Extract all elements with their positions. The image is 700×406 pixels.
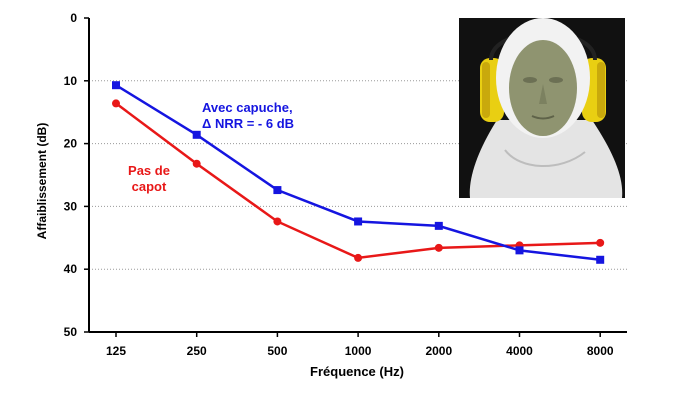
series-label-line: Pas de — [128, 163, 170, 178]
data-point-circle — [434, 243, 443, 252]
y-tick-label: 30 — [64, 199, 78, 213]
y-tick-label: 40 — [64, 262, 78, 276]
left-eye — [523, 77, 537, 83]
x-tick-label: 8000 — [587, 344, 614, 358]
y-axis-label: Affaiblissement (dB) — [35, 123, 49, 240]
y-tick-label: 10 — [64, 74, 78, 88]
y-tick-label: 0 — [70, 11, 77, 25]
series-label-line: capot — [132, 179, 167, 194]
y-tick-label: 50 — [64, 325, 78, 339]
mouth — [531, 115, 555, 120]
x-tick-label: 2000 — [425, 344, 452, 358]
data-point-square — [112, 81, 120, 90]
data-point-circle — [112, 99, 120, 108]
data-point-circle — [596, 238, 605, 247]
data-point-square — [434, 221, 443, 230]
x-tick-label: 125 — [106, 344, 126, 358]
right-earmuff-shadow — [597, 62, 605, 118]
data-point-square — [515, 246, 524, 255]
y-tick-labels: 0 10 20 30 40 50 — [64, 11, 78, 339]
data-point-circle — [192, 159, 201, 168]
left-earmuff-shadow — [482, 62, 490, 118]
data-point-square — [192, 130, 201, 139]
y-tick-label: 20 — [64, 137, 78, 151]
data-point-square — [354, 217, 363, 226]
x-tick-label: 1000 — [345, 344, 372, 358]
hood-fold — [504, 149, 586, 167]
mannequin-photo — [459, 18, 625, 198]
data-point-square — [273, 186, 282, 195]
hood-drape — [469, 120, 623, 198]
nose — [539, 84, 547, 104]
series-layer — [112, 81, 605, 264]
data-point-circle — [273, 217, 282, 226]
x-tick-label: 4000 — [506, 344, 533, 358]
series-label-line: Avec capuche, — [202, 100, 293, 115]
axes — [84, 17, 627, 337]
data-point-circle — [354, 253, 363, 262]
x-tick-labels: 125 250 500 1000 2000 4000 8000 — [106, 344, 614, 358]
x-tick-label: 500 — [267, 344, 287, 358]
right-eye — [549, 77, 563, 83]
series-label-line: Δ NRR = - 6 dB — [202, 116, 294, 131]
x-tick-label: 250 — [187, 344, 207, 358]
data-point-square — [596, 255, 605, 264]
x-axis-label: Fréquence (Hz) — [310, 364, 404, 379]
